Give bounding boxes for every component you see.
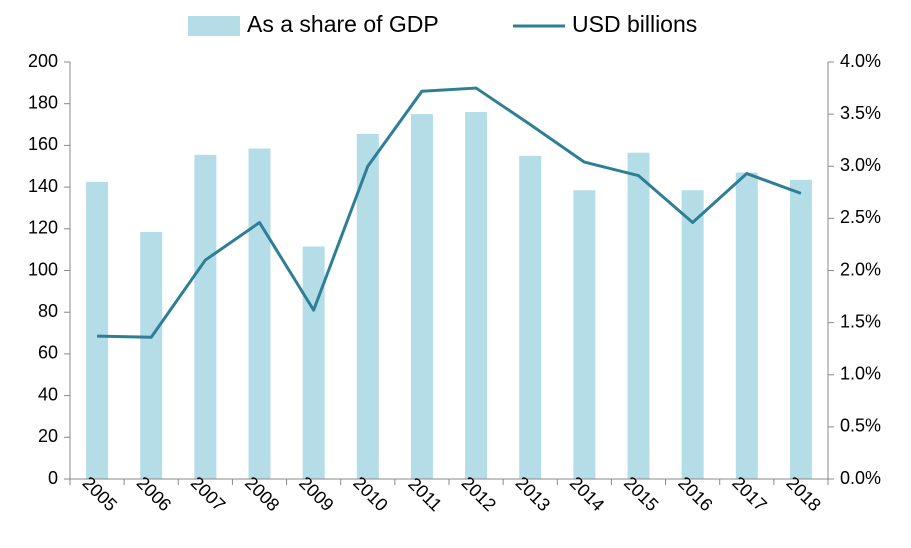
y2-tick-label: 2.5% bbox=[840, 207, 881, 227]
bar bbox=[789, 179, 812, 480]
x-tick-label: 2011 bbox=[404, 474, 446, 516]
bar bbox=[573, 190, 596, 480]
bar bbox=[86, 181, 109, 479]
bar bbox=[140, 231, 163, 479]
bar bbox=[302, 246, 325, 479]
bar bbox=[356, 133, 379, 479]
y-tick-label: 0 bbox=[48, 468, 58, 488]
bar bbox=[248, 148, 271, 479]
bar bbox=[465, 112, 488, 479]
y-tick-label: 160 bbox=[28, 134, 58, 154]
y2-tick-label: 3.5% bbox=[840, 103, 881, 123]
legend-swatch bbox=[188, 16, 240, 36]
y-tick-label: 60 bbox=[38, 343, 58, 363]
y2-tick-label: 3.0% bbox=[840, 155, 881, 175]
bar bbox=[194, 154, 217, 479]
y2-tick-label: 0.5% bbox=[840, 416, 881, 436]
legend-label: As a share of GDP bbox=[247, 11, 439, 37]
y2-tick-label: 1.0% bbox=[840, 364, 881, 384]
bar bbox=[735, 172, 758, 479]
y-tick-label: 20 bbox=[38, 426, 58, 446]
y-tick-label: 100 bbox=[28, 259, 58, 279]
y2-tick-label: 1.5% bbox=[840, 311, 881, 331]
y2-tick-label: 4.0% bbox=[840, 51, 881, 71]
line bbox=[97, 86, 802, 339]
y2-tick-label: 2.0% bbox=[840, 259, 881, 279]
bar bbox=[519, 155, 542, 479]
y-tick-label: 120 bbox=[28, 218, 58, 238]
y-tick-label: 80 bbox=[38, 301, 58, 321]
bar bbox=[627, 152, 650, 479]
y-tick-label: 40 bbox=[38, 384, 58, 404]
bar bbox=[410, 114, 433, 479]
y-tick-label: 180 bbox=[28, 92, 58, 112]
legend-label: USD billions bbox=[572, 11, 697, 37]
y2-tick-label: 0.0% bbox=[840, 468, 881, 488]
y-tick-label: 140 bbox=[28, 176, 58, 196]
y-tick-label: 200 bbox=[28, 51, 58, 71]
bar bbox=[681, 190, 704, 480]
